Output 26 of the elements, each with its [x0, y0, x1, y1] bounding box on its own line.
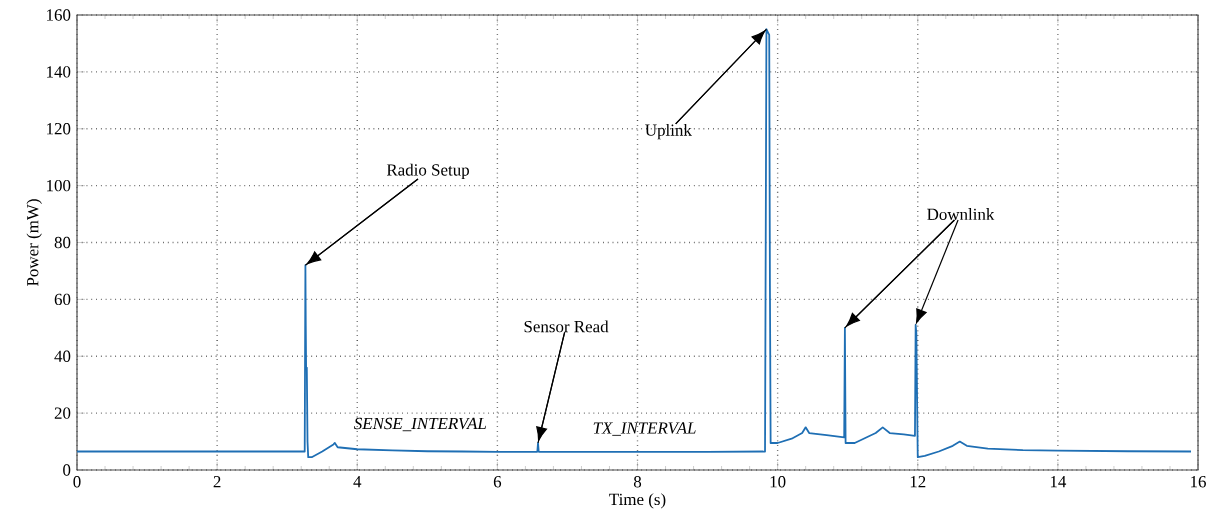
- y-tick-label: 0: [63, 464, 71, 476]
- annotation: Uplink: [645, 123, 692, 140]
- annotation: Sensor Read: [524, 320, 609, 333]
- annotation: TX_INTERVAL: [593, 422, 696, 436]
- annotation: SENSE_INTERVAL: [354, 417, 487, 432]
- x-tick-label: 8: [633, 476, 642, 488]
- y-tick-label: 100: [47, 179, 71, 192]
- y-tick-label: 60: [54, 293, 71, 306]
- x-tick-label: 6: [493, 476, 502, 488]
- y-tick-label: 120: [47, 123, 71, 135]
- x-tick-label: 4: [353, 476, 362, 488]
- y-tick-label: 140: [47, 66, 71, 78]
- annotation: Downlink: [927, 208, 995, 221]
- y-tick-label: 20: [54, 407, 71, 419]
- x-tick-label: 0: [73, 476, 81, 488]
- y-tick-label: 40: [54, 350, 71, 362]
- x-tick-label: 2: [213, 476, 221, 488]
- x-tick-label: 10: [770, 476, 786, 488]
- x-tick-label: 12: [910, 476, 926, 488]
- y-tick-label: 80: [54, 236, 71, 249]
- annotation: Radio Setup: [386, 163, 469, 180]
- x-tick-label: 16: [1191, 476, 1206, 488]
- y-tick-label: 160: [47, 9, 71, 21]
- x-tick-label: 14: [1050, 476, 1067, 488]
- y-axis-title: Power (mW): [26, 199, 42, 286]
- x-axis-title: Time (s): [609, 493, 666, 509]
